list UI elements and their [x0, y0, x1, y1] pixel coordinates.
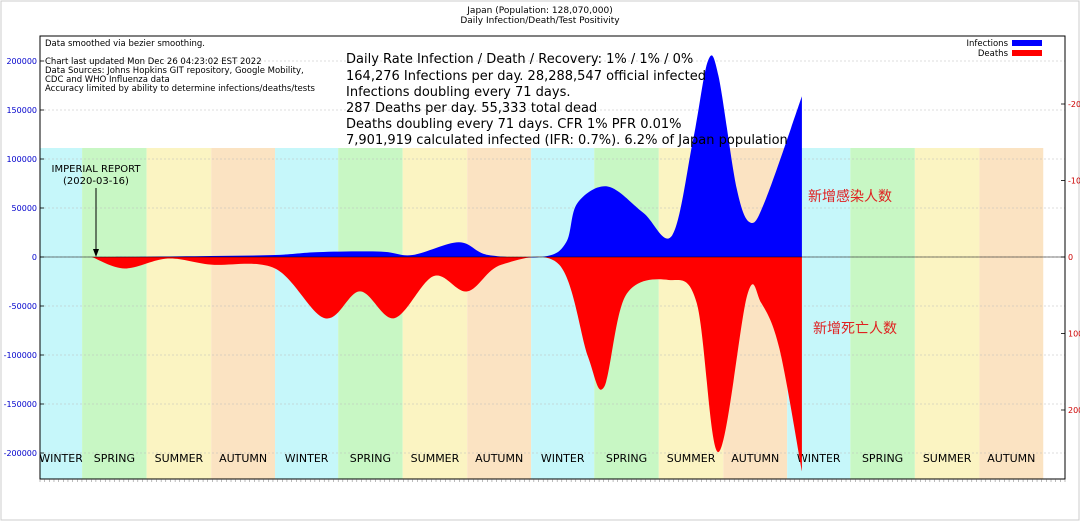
stats-line: 164,276 Infections per day. 28,288,547 o… [346, 69, 706, 84]
left-tick-label: 100000 [6, 155, 37, 164]
deaths-cn-label: 新增死亡人数 [813, 321, 897, 337]
chart-title: Japan (Population: 128,070,000) [466, 6, 612, 16]
season-band [402, 148, 468, 479]
season-label: AUTUMN [219, 452, 267, 465]
info-line: Data smoothed via bezier smoothing. [45, 39, 205, 49]
legend-swatch [1012, 40, 1042, 46]
season-band [914, 148, 980, 479]
season-label: WINTER [39, 452, 83, 465]
season-label: SUMMER [411, 452, 460, 465]
info-line: Chart last updated Mon Dec 26 04:23:02 E… [45, 57, 262, 67]
info-text: Data smoothed via bezier smoothing. Char… [45, 39, 316, 94]
infections-cn-label: 新增感染人数 [808, 188, 892, 205]
stats-text: Daily Rate Infection / Death / Recovery:… [346, 52, 788, 148]
stats-line: Deaths doubling every 71 days. CFR 1% PF… [346, 117, 682, 132]
left-tick-label: 150000 [6, 106, 37, 115]
season-label: WINTER [541, 452, 585, 465]
arrow-head [93, 249, 99, 257]
legend-swatch [1012, 50, 1042, 56]
season-label: WINTER [797, 452, 841, 465]
info-line: Data Sources: Johns Hopkins GIT reposito… [45, 66, 304, 76]
season-label: AUTUMN [731, 452, 779, 465]
season-band [979, 148, 1044, 479]
season-label: SPRING [606, 452, 647, 465]
season-band [211, 148, 276, 479]
season-label: SUMMER [923, 452, 972, 465]
right-tick-label: 200 [1068, 406, 1080, 415]
imperial-report-annotation: IMPERIAL REPORT (2020-03-16) [52, 164, 142, 257]
season-band [146, 148, 212, 479]
season-label: SPRING [94, 452, 135, 465]
series-areas [91, 55, 802, 472]
right-y-axis: -200 -100 0 100 200 [1061, 100, 1080, 415]
stats-line: 7,901,919 calculated infected (IFR: 0.7%… [346, 133, 788, 148]
left-tick-label: -100000 [4, 351, 37, 360]
right-tick-label: -100 [1068, 177, 1080, 186]
right-tick-label: 100 [1068, 330, 1080, 339]
season-bands: WINTER SPRING SUMMER AUTUMN WINTER SPRING SUMM… [39, 148, 1044, 479]
left-tick-label: 50000 [12, 204, 37, 213]
stats-line: 287 Deaths per day. 55,333 total dead [346, 101, 597, 116]
season-label: AUTUMN [987, 452, 1035, 465]
left-tick-label: -50000 [9, 302, 37, 311]
stats-line: Infections doubling every 71 days. [346, 85, 571, 100]
season-label: SUMMER [667, 452, 716, 465]
annotation-label: IMPERIAL REPORT [52, 164, 142, 175]
season-band [40, 148, 83, 479]
chart-subtitle: Daily Infection/Death/Test Positivity [460, 16, 620, 26]
deaths-area [91, 256, 802, 472]
right-tick-label: -200 [1068, 100, 1080, 109]
legend: Infections Deaths [967, 39, 1042, 59]
left-tick-label: -200000 [4, 449, 37, 458]
x-axis-ticks [39, 479, 1066, 482]
annotation-date: (2020-03-16) [63, 176, 129, 187]
info-line: CDC and WHO Influenza data [45, 75, 170, 85]
infections-area [91, 55, 802, 258]
season-label: SPRING [350, 452, 391, 465]
left-tick-label: 200000 [6, 57, 37, 66]
stats-line: Daily Rate Infection / Death / Recovery:… [346, 52, 693, 67]
season-label: SUMMER [155, 452, 204, 465]
left-tick-label: 0 [32, 253, 37, 262]
left-tick-label: -150000 [4, 400, 37, 409]
season-label: SPRING [862, 452, 903, 465]
season-band [82, 148, 147, 479]
legend-label: Infections [967, 39, 1009, 49]
info-line: Accuracy limited by ability to determine… [45, 84, 316, 94]
season-band [850, 148, 915, 479]
legend-label: Deaths [978, 49, 1009, 59]
season-label: WINTER [285, 452, 329, 465]
season-band [467, 148, 532, 479]
season-label: AUTUMN [475, 452, 523, 465]
left-y-axis: 200000 150000 100000 50000 0 -50000 -100000 -15… [4, 57, 44, 458]
right-tick-label: 0 [1068, 253, 1073, 262]
